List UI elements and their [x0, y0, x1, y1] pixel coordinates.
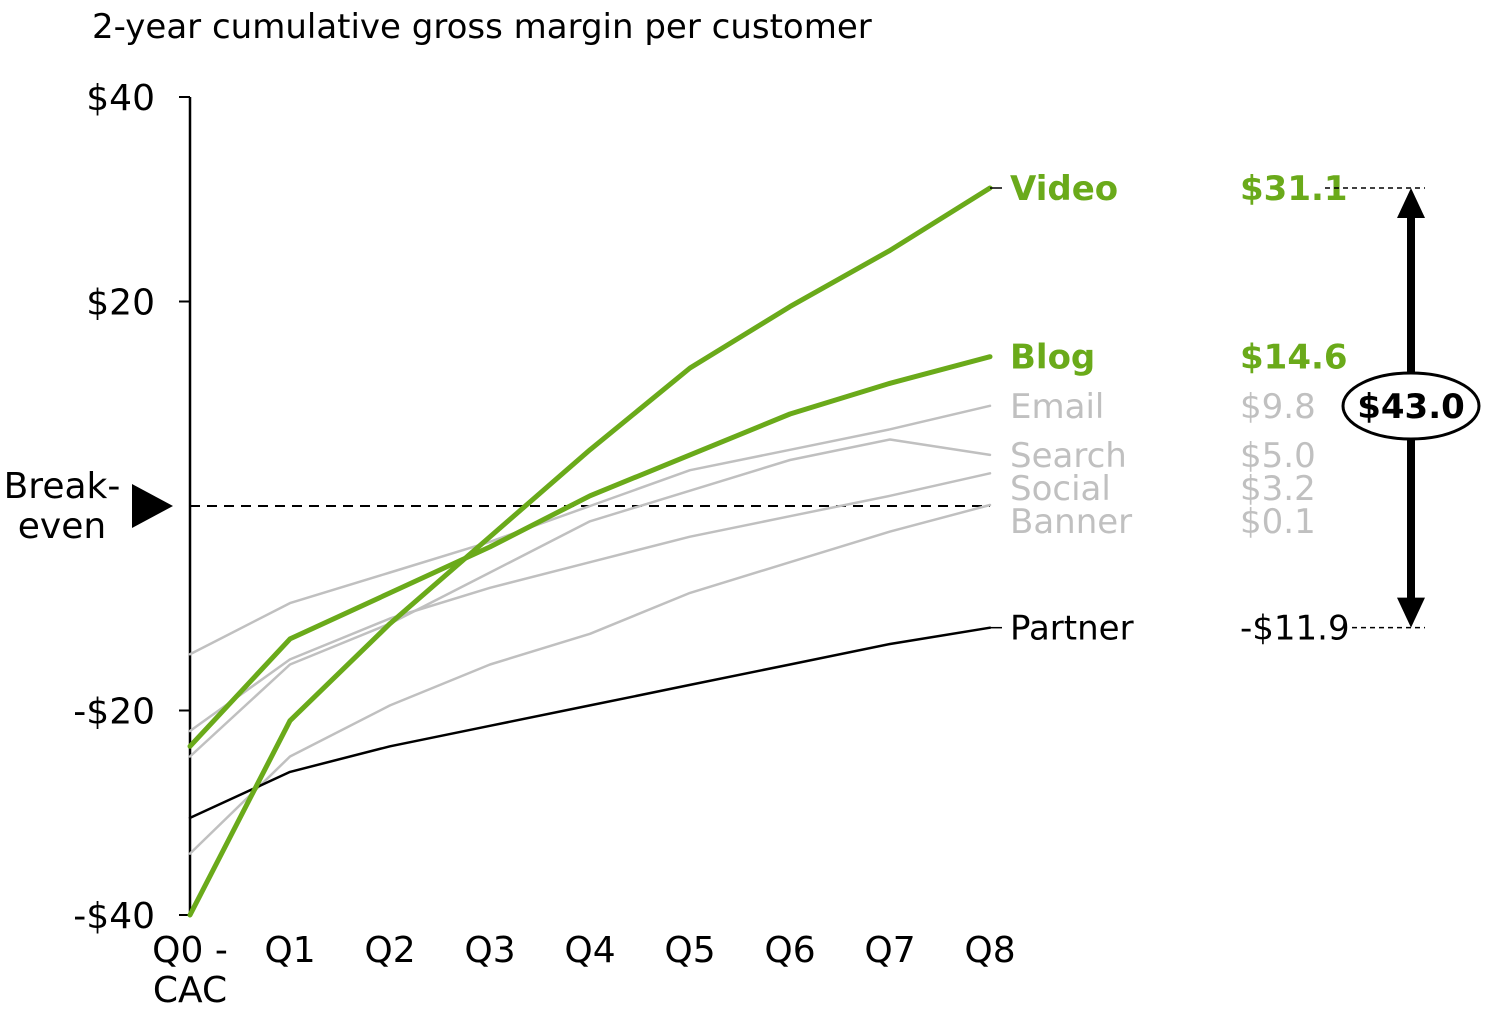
series-end-value-blog: $14.6	[1240, 338, 1348, 378]
spread-layer: $43.0	[1325, 187, 1481, 629]
x-tick-label: Q7	[864, 930, 915, 971]
x-tick-label: Q6	[764, 930, 815, 971]
chart-title: 2-year cumulative gross margin per custo…	[92, 7, 872, 47]
x-tick-label: Q8	[964, 930, 1015, 971]
spread-arrow-up-icon	[1397, 188, 1425, 219]
series-end-value-social: $3.2	[1240, 469, 1316, 509]
series-line-blog	[187, 354, 993, 749]
series-label-video: Video	[1010, 169, 1118, 209]
y-tick-label: -$20	[73, 692, 155, 733]
spread-arrow-down-icon	[1397, 597, 1425, 628]
labels-layer: Email $9.8 Search $5.0 Social $3.2 Banner $0.1 P…	[990, 169, 1350, 649]
series-end-value-video: $31.1	[1240, 169, 1348, 209]
x-tick-label: Q4	[564, 930, 615, 971]
x-tick-label: Q0 -CAC	[152, 930, 228, 1011]
breakeven-arrow-icon	[132, 484, 173, 528]
series-label-blog: Blog	[1010, 338, 1095, 378]
x-tick-label: Q1	[264, 930, 315, 971]
series-label-partner: Partner	[1010, 609, 1134, 649]
series-line-social	[188, 472, 992, 733]
series-layer	[187, 185, 993, 918]
series-line-partner	[188, 626, 992, 820]
y-tick-label: -$40	[73, 896, 155, 937]
series-label-search: Search	[1010, 436, 1127, 476]
series-line-banner	[188, 503, 992, 855]
spread-badge	[1341, 371, 1481, 441]
series-end-value-search: $5.0	[1240, 436, 1316, 476]
series-label-email: Email	[1010, 387, 1104, 427]
x-tick-label: Q5	[664, 930, 715, 971]
series-end-value-partner: -$11.9	[1240, 609, 1350, 649]
y-tick-label: $40	[86, 78, 155, 119]
series-end-value-email: $9.8	[1240, 387, 1316, 427]
series-label-banner: Banner	[1010, 502, 1132, 542]
spread-value: $43.0	[1357, 387, 1465, 427]
breakeven-label: Break-even	[4, 466, 121, 547]
y-tick-label: $20	[86, 283, 155, 324]
series-line-search	[188, 438, 992, 758]
series-end-value-banner: $0.1	[1240, 502, 1316, 542]
series-line-video	[187, 185, 993, 918]
x-tick-label: Q2	[364, 930, 415, 971]
x-tick-label: Q3	[464, 930, 515, 971]
series-label-social: Social	[1010, 469, 1111, 509]
series-line-email	[188, 404, 992, 656]
